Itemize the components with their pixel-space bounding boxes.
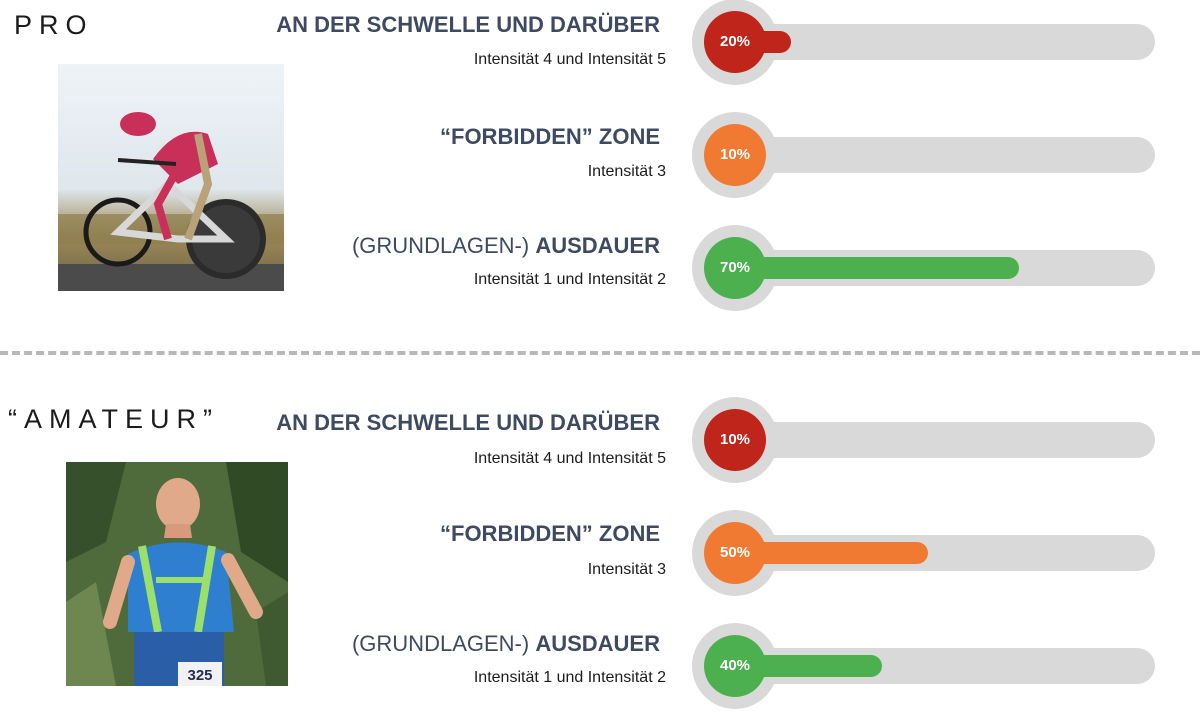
amateur-bar-1-knob	[704, 409, 766, 471]
amateur-bar-2-knob	[704, 522, 766, 584]
amateur-bar-2-value-label: 50%	[719, 544, 751, 561]
pro-zone2-title-bold: “FORBIDDEN” ZONE	[440, 124, 660, 149]
pro-bar-2-value-label: 10%	[719, 146, 751, 163]
pro-zone3-title-bold: AUSDAUER	[535, 233, 660, 258]
pro-zone3-title-light: (GRUNDLAGEN-)	[351, 233, 536, 258]
runner-photo: 325	[66, 462, 288, 686]
amateur-zone2-title: “FORBIDDEN” ZONE	[440, 521, 660, 547]
runner-image: 325	[66, 462, 288, 686]
pro-section: PRO AN DER S	[0, 0, 1200, 352]
amateur-bar-1-value-label: 10%	[719, 431, 751, 448]
amateur-zone2-title-bold: “FORBIDDEN” ZONE	[440, 521, 660, 546]
amateur-zone3-title: (GRUNDLAGEN-) AUSDAUER	[352, 631, 660, 657]
pro-zone3-subtitle: Intensität 1 und Intensität 2	[473, 271, 666, 288]
pro-title: PRO	[14, 10, 94, 40]
pro-zone1-subtitle: Intensität 4 und Intensität 5	[473, 51, 666, 68]
cyclist-photo	[58, 64, 284, 291]
amateur-zone3-subtitle: Intensität 1 und Intensität 2	[473, 669, 666, 686]
amateur-zone3-title-bold: AUSDAUER	[535, 631, 660, 656]
amateur-title: “AMATEUR”	[8, 404, 219, 434]
amateur-zone1-title-bold: AN DER SCHWELLE UND DARÜBER	[276, 410, 660, 435]
amateur-zone3-title-light: (GRUNDLAGEN-)	[351, 631, 536, 656]
pro-zone2-subtitle: Intensität 3	[587, 163, 666, 180]
pro-zone2-title: “FORBIDDEN” ZONE	[440, 124, 660, 150]
pro-bar-3-knob	[704, 237, 766, 299]
amateur-bar-3-fill	[735, 655, 882, 677]
pro-bar-3-value-label: 70%	[719, 259, 751, 276]
pro-bar-1-knob	[704, 11, 766, 73]
amateur-bar-2-fill	[735, 542, 928, 564]
amateur-zone1-subtitle: Intensität 4 und Intensität 5	[473, 450, 666, 467]
pro-zone1-title-bold: AN DER SCHWELLE UND DARÜBER	[276, 12, 660, 37]
pro-zone3-title: (GRUNDLAGEN-) AUSDAUER	[352, 233, 660, 259]
pro-bar-1-value-label: 20%	[719, 33, 751, 50]
amateur-bar-3-value-label: 40%	[719, 657, 751, 674]
amateur-zone2-subtitle: Intensität 3	[587, 561, 666, 578]
pro-bar-3-fill	[735, 257, 1019, 279]
pro-bar-2-knob	[704, 124, 766, 186]
cyclist-image	[58, 64, 284, 291]
amateur-zone1-title: AN DER SCHWELLE UND DARÜBER	[276, 410, 660, 436]
pro-zone1-title: AN DER SCHWELLE UND DARÜBER	[276, 12, 660, 38]
runner-bib-number: 325	[187, 667, 212, 684]
section-divider	[0, 351, 1200, 355]
amateur-bar-3-knob	[704, 635, 766, 697]
